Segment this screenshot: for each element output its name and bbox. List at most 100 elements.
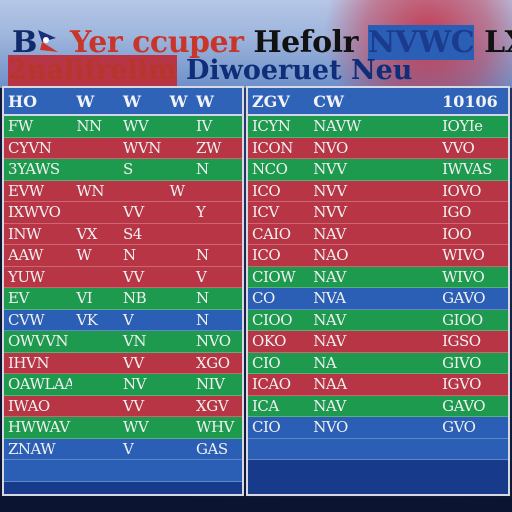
table-cell: S4 xyxy=(123,224,142,243)
table-header: HO W W W W xyxy=(4,88,242,116)
title-banner: B Yer ccuper Hefolr NVWC LXY 2nalifrelim… xyxy=(0,0,512,88)
table-cell: NVO xyxy=(313,138,348,157)
table-cell: ZNAW xyxy=(8,439,56,458)
table-cell: N xyxy=(196,246,209,265)
table-row: CIOW NAV WIVO xyxy=(248,266,508,288)
table-row: FW NN WV IV xyxy=(4,116,242,138)
table-cell: GAS xyxy=(196,439,228,458)
table-row: OKO NAV IGSO xyxy=(248,331,508,353)
table-cell: GIVO xyxy=(442,353,481,372)
subtitle-word-3: Neu xyxy=(350,55,413,86)
table-cell: WV xyxy=(123,117,149,136)
table-cell: ICA xyxy=(252,396,279,415)
table-row: CO NVA GAVO xyxy=(248,288,508,310)
left-table: HO W W W W FW NN WV IV CYVN WVN ZW 3YAWS S N EVW WN W IXWV… xyxy=(2,86,244,496)
table-cell: V xyxy=(123,439,134,458)
table-cell: IHVN xyxy=(8,353,49,372)
table-cell: CIOO xyxy=(252,310,293,329)
table-cell: ICAO xyxy=(252,375,291,394)
table-cell: WIVO xyxy=(442,246,485,265)
table-row: INW VX S4 xyxy=(4,223,242,245)
table-row: OAWLAA NV NIV xyxy=(4,374,242,396)
footer-bar xyxy=(0,498,512,512)
column-header: ZGV xyxy=(252,91,290,111)
table-cell: IWAO xyxy=(8,396,50,415)
table-row: AAW W N N xyxy=(4,245,242,267)
table-row xyxy=(248,438,508,460)
table-cell: XGV xyxy=(196,396,229,415)
table-cell: ICO xyxy=(252,181,281,200)
table-cell: N xyxy=(196,310,209,329)
title-word-3: Hefolr xyxy=(253,25,358,60)
table-row: EVW WN W xyxy=(4,180,242,202)
table-cell: IGSO xyxy=(442,332,481,351)
table-row: CIO NA GIVO xyxy=(248,352,508,374)
table-cell: GIOO xyxy=(442,310,483,329)
table-row: ICYN NAVW IOYIe xyxy=(248,116,508,138)
title-line-2: 2nalifrelim Diwoeruet Neu xyxy=(8,55,413,86)
table-cell: N xyxy=(123,246,136,265)
table-cell: IOO xyxy=(442,224,472,243)
table-cell: AAW xyxy=(8,246,43,265)
table-cell: VV xyxy=(123,267,144,286)
table-cell: NVV xyxy=(313,203,347,222)
title-word-1: Yer xyxy=(70,25,123,60)
table-row: CYVN WVN ZW xyxy=(4,137,242,159)
subtitle-word-2: Diwoeruet xyxy=(185,55,342,86)
right-table: ZGV CW 10106 ICYN NAVW IOYIe ICON NVO VVO NCO NVV I… xyxy=(246,86,510,496)
table-cell: NAA xyxy=(313,375,347,394)
table-cell: FW xyxy=(8,117,33,136)
table-cell: NAV xyxy=(313,396,346,415)
table-cell: NAV xyxy=(313,224,346,243)
column-header: HO xyxy=(8,91,38,111)
table-cell: CVW xyxy=(8,310,45,329)
table-cell: NVV xyxy=(313,160,347,179)
table-cell: CIO xyxy=(252,353,281,372)
table-row: CAIO NAV IOO xyxy=(248,223,508,245)
table-row: HWWAV WV WHV xyxy=(4,417,242,439)
column-header: 10106 xyxy=(442,91,498,111)
table-cell: ICON xyxy=(252,138,293,157)
table-cell: NA xyxy=(313,353,337,372)
title-line-1: Yer ccuper Hefolr NVWC LXY xyxy=(70,25,512,60)
logo-icon: B xyxy=(12,25,58,60)
table-cell: N xyxy=(196,289,209,308)
table-row: NCO NVV IWVAS xyxy=(248,159,508,181)
table-cell: OWVVN xyxy=(8,332,69,351)
table-row: ZNAW V GAS xyxy=(4,438,242,460)
table-cell: N xyxy=(196,160,209,179)
table-cell: VV xyxy=(123,396,144,415)
table-cell: NAO xyxy=(313,246,349,265)
table-cell: VX xyxy=(76,224,97,243)
table-cell: NVO xyxy=(313,418,348,437)
table-cell: ZW xyxy=(196,138,221,157)
table-row: ICO NVV IOVO xyxy=(248,180,508,202)
table-cell: EVW xyxy=(8,181,44,200)
table-cell: GAVO xyxy=(442,396,486,415)
table-cell: VV xyxy=(123,353,144,372)
svg-text:B: B xyxy=(12,25,37,60)
table-cell: GAVO xyxy=(442,289,486,308)
table-cell: NN xyxy=(76,117,102,136)
table-cell: VVO xyxy=(442,138,475,157)
table-cell: EV xyxy=(8,289,29,308)
table-cell: VK xyxy=(76,310,98,329)
table-cell: V xyxy=(123,310,134,329)
table-row: IHVN VV XGO xyxy=(4,352,242,374)
table-cell: WN xyxy=(76,181,104,200)
table-cell: CAIO xyxy=(252,224,291,243)
column-header: W xyxy=(196,91,215,111)
table-row xyxy=(4,460,242,482)
column-header: W xyxy=(123,91,141,111)
table-cell: YUW xyxy=(8,267,45,286)
table-row: OWVVN VN NVO xyxy=(4,331,242,353)
table-cell: 3YAWS xyxy=(8,160,60,179)
table-cell: WV xyxy=(123,418,149,437)
table-cell: NCO xyxy=(252,160,288,179)
table-cell: NAVW xyxy=(313,117,361,136)
table-cell: W xyxy=(169,181,185,200)
table-cell: XGO xyxy=(196,353,230,372)
table-cell: ICO xyxy=(252,246,281,265)
table-cell: W xyxy=(76,246,92,265)
table-row: YUW VV V xyxy=(4,266,242,288)
